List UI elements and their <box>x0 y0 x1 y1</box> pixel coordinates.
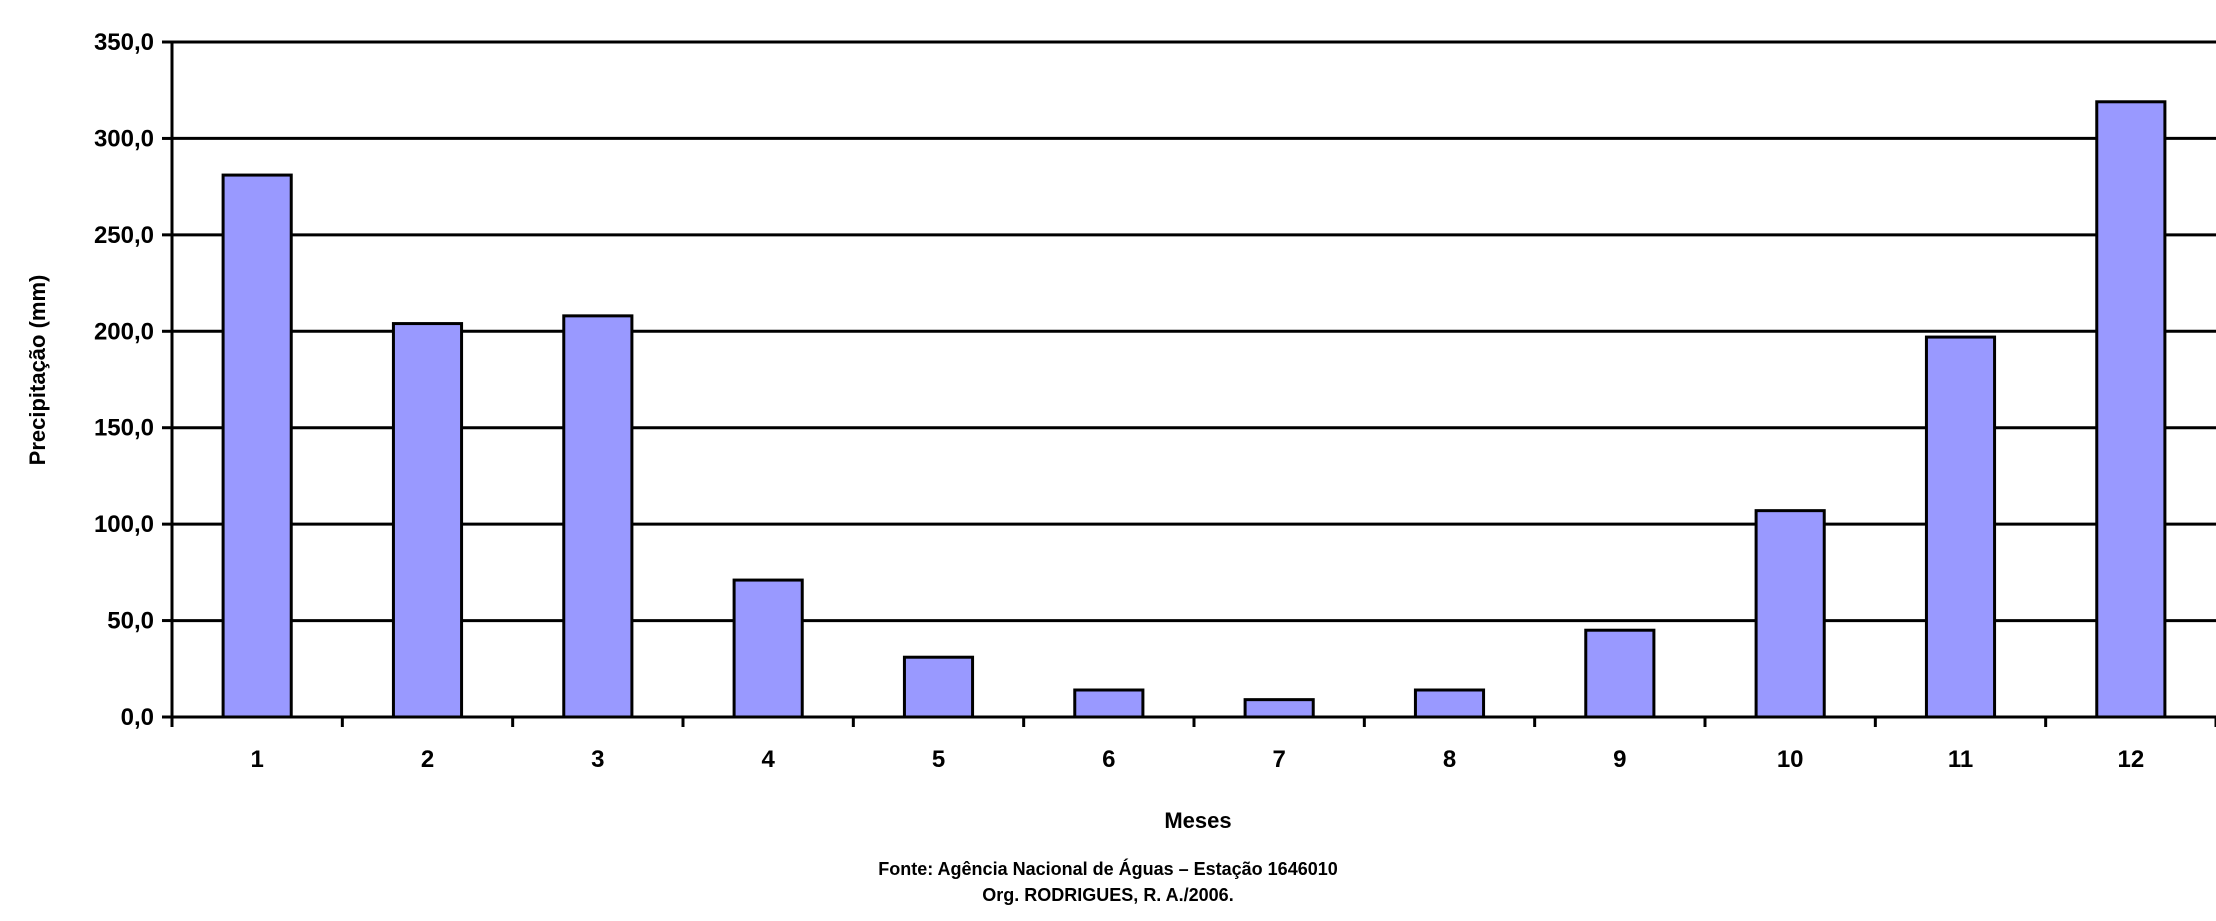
x-tick-label: 11 <box>1948 746 1973 773</box>
bar <box>221 173 293 719</box>
y-tick-label: 0,0 <box>121 704 154 731</box>
bar <box>562 314 634 719</box>
x-tick-label: 2 <box>421 746 434 773</box>
y-axis-title: Precipitação (mm) <box>25 275 50 466</box>
x-tick-label: 1 <box>250 746 263 773</box>
bar <box>1073 688 1145 719</box>
x-tick-label: 9 <box>1613 746 1626 773</box>
y-tick-label: 250,0 <box>94 222 154 249</box>
x-tick-label: 5 <box>932 746 945 773</box>
x-tick-label: 7 <box>1272 746 1285 773</box>
bar <box>1243 698 1315 719</box>
y-tick-label: 300,0 <box>94 125 154 152</box>
source-caption: Fonte: Agência Nacional de Águas – Estaç… <box>878 859 1338 879</box>
y-tick-label: 150,0 <box>94 415 154 442</box>
x-tick-labels: 1 2 3 4 5 6 7 8 9 10 11 12 <box>170 717 2216 773</box>
bars <box>221 100 2167 719</box>
bar <box>2095 100 2167 719</box>
x-tick-label: 8 <box>1443 746 1456 773</box>
x-tick-label: 4 <box>761 746 775 773</box>
author-caption: Org. RODRIGUES, R. A./2006. <box>982 885 1234 905</box>
bar <box>1754 509 1826 719</box>
y-tick-label: 50,0 <box>107 608 154 635</box>
x-axis-title: Meses <box>1164 808 1231 833</box>
bar <box>902 655 975 719</box>
x-tick-label: 10 <box>1777 746 1804 773</box>
bar <box>732 578 804 719</box>
y-tick-labels: 0,0 50,0 100,0 150,0 200,0 250,0 300,0 350,0 <box>94 29 172 731</box>
y-tick-label: 100,0 <box>94 511 154 538</box>
bar <box>1413 688 1486 719</box>
y-tick-label: 200,0 <box>94 318 154 345</box>
gridlines <box>172 40 2216 623</box>
y-tick-label: 350,0 <box>94 29 154 56</box>
axes <box>162 42 2216 719</box>
x-tick-label: 3 <box>591 746 604 773</box>
bar <box>1924 335 1997 719</box>
bar <box>391 322 464 719</box>
x-tick-label: 6 <box>1102 746 1115 773</box>
bar <box>1584 628 1656 719</box>
x-tick-label: 12 <box>2117 746 2144 773</box>
